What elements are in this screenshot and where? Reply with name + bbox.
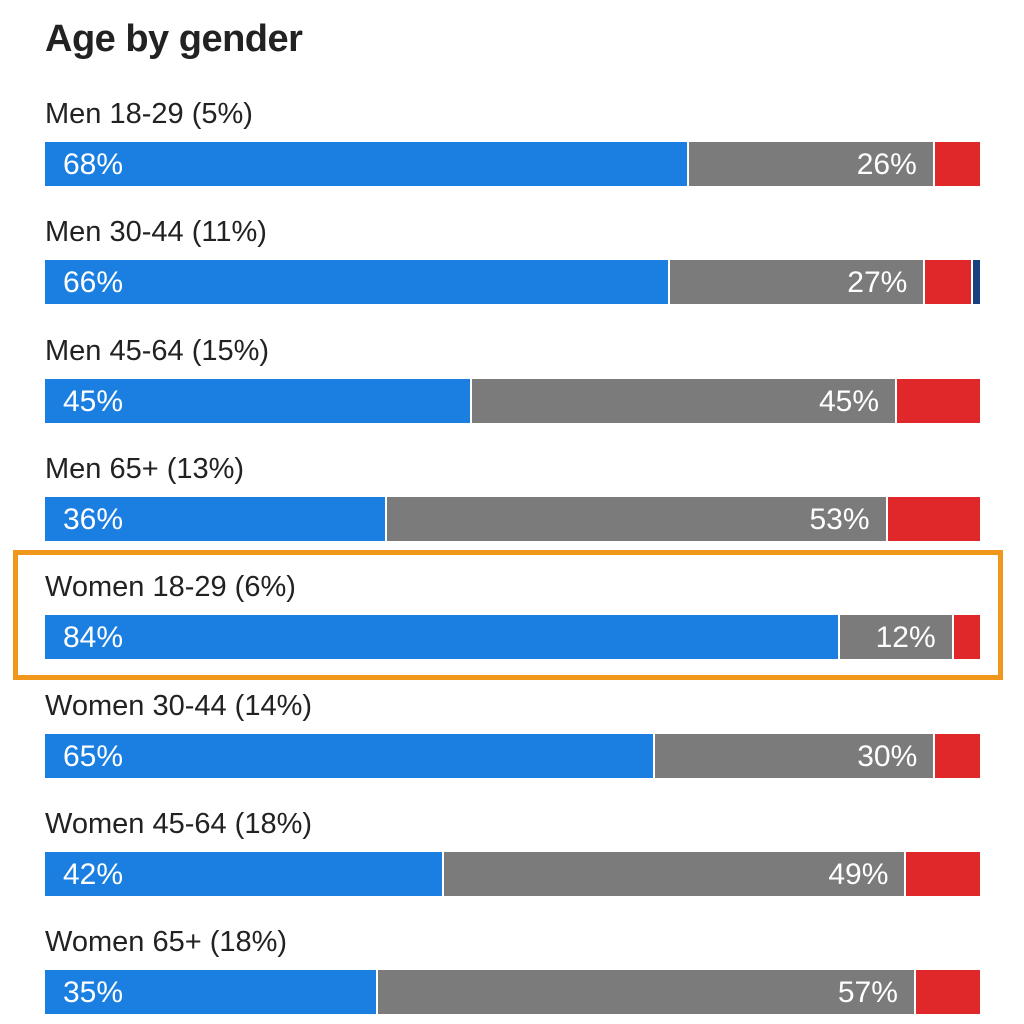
- category-label: Women 18-29 (6%): [45, 571, 296, 603]
- bar-row: 35% 57%: [45, 970, 980, 1014]
- bar-segment: [385, 497, 886, 541]
- value-label: 53%: [809, 503, 870, 536]
- highlight-box: [13, 550, 1003, 680]
- bar-segment: [885, 497, 980, 541]
- bar-segment: [923, 260, 971, 304]
- bar-segment: [970, 260, 980, 304]
- category-label: Men 18-29 (5%): [45, 98, 253, 130]
- bar-row: 65% 30%: [45, 734, 980, 778]
- bar-segment: [45, 260, 669, 304]
- bar-row: 45% 45%: [45, 379, 980, 423]
- value-label: 12%: [875, 621, 936, 654]
- bar-segment: [470, 379, 895, 423]
- bar-segment: [45, 379, 470, 423]
- value-label: 30%: [857, 740, 918, 773]
- category-label: Men 30-44 (11%): [45, 216, 267, 248]
- bar-segment: [913, 970, 980, 1014]
- bar-row: 68% 26%: [45, 142, 980, 186]
- bar-segment: [652, 734, 934, 778]
- bar-segment: [904, 852, 980, 896]
- bar-row: 36% 53%: [45, 497, 980, 541]
- value-label: 57%: [837, 976, 898, 1009]
- bar-segment: [45, 142, 688, 186]
- bar-segment: [45, 970, 376, 1014]
- value-label: 26%: [856, 148, 917, 181]
- bar-segment: [45, 615, 839, 659]
- bar-segment: [45, 852, 442, 896]
- bar-row: 84% 12%: [45, 615, 980, 659]
- value-label: 36%: [63, 503, 124, 536]
- bar-row: 42% 49%: [45, 852, 980, 896]
- bar-segment: [375, 970, 914, 1014]
- bar-segment: [933, 734, 980, 778]
- bar-row: 66% 27%: [45, 260, 980, 304]
- bar-segment: [838, 615, 952, 659]
- bar-segment: [668, 260, 924, 304]
- bar-segment: [895, 379, 980, 423]
- value-label: 66%: [63, 266, 124, 299]
- bar-segment: [441, 852, 905, 896]
- value-label: 84%: [63, 621, 124, 654]
- value-label: 45%: [63, 385, 124, 418]
- value-label: 35%: [63, 976, 124, 1009]
- chart-title: Age by gender: [45, 18, 303, 60]
- category-label: Men 45-64 (15%): [45, 335, 270, 367]
- bar-segment: [45, 734, 653, 778]
- value-label: 27%: [847, 266, 908, 299]
- bar-segment: [687, 142, 933, 186]
- bar-segment: [932, 142, 980, 186]
- bar-segment: [45, 497, 385, 541]
- category-label: Women 30-44 (14%): [45, 690, 313, 722]
- value-label: 65%: [63, 740, 124, 773]
- category-label: Men 65+ (13%): [45, 453, 245, 485]
- category-label: Women 65+ (18%): [45, 926, 288, 958]
- value-label: 49%: [828, 858, 889, 891]
- category-label: Women 45-64 (18%): [45, 808, 313, 840]
- bar-segment: [951, 615, 980, 659]
- value-label: 68%: [63, 148, 124, 181]
- value-label: 42%: [63, 858, 124, 891]
- value-label: 45%: [818, 385, 879, 418]
